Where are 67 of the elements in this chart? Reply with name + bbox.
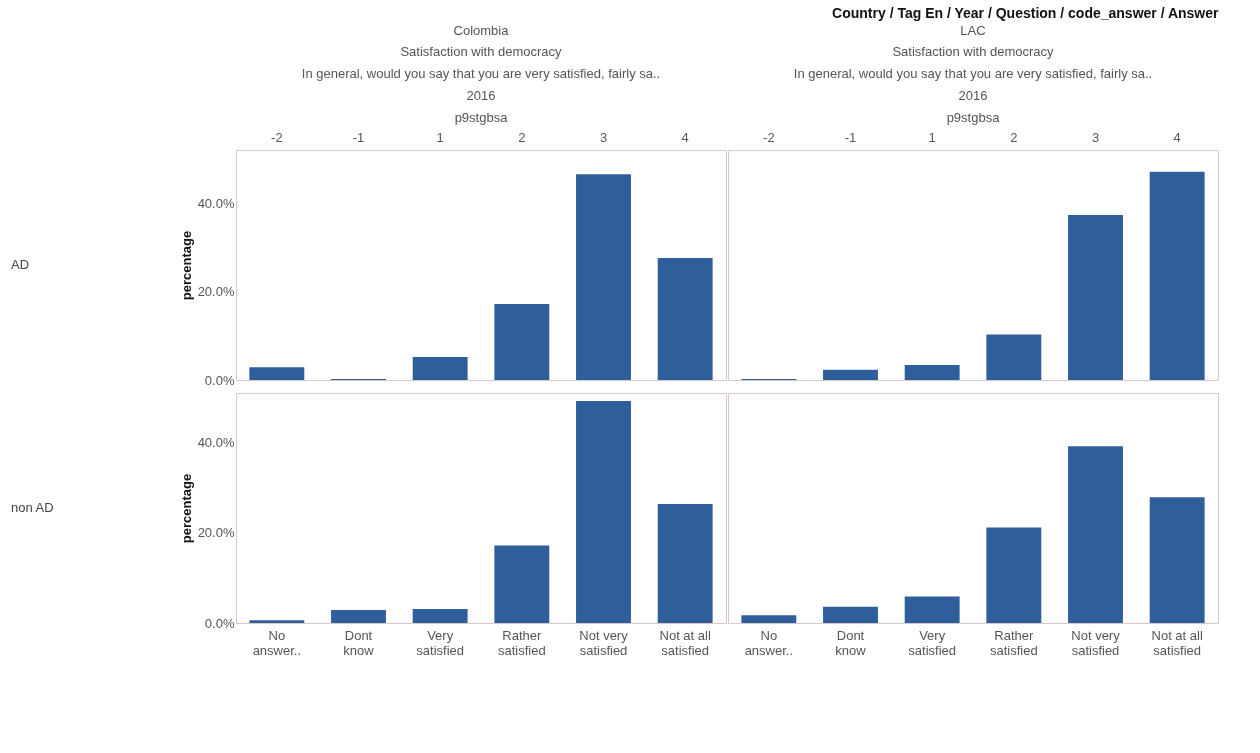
x-tick-label: -2 — [271, 129, 283, 145]
y-tick-label: 0.0% — [204, 372, 235, 388]
x-tick-label: Very satisfied — [908, 627, 957, 658]
y-tick-label: 40.0% — [197, 435, 235, 451]
x-tick-label: 2 — [1010, 129, 1018, 145]
bar — [576, 401, 631, 623]
x-tick-label: 4 — [681, 129, 689, 145]
y-tick-label: 40.0% — [197, 195, 235, 211]
x-tick-label: No answer.. — [252, 627, 302, 658]
x-tick-label: 3 — [1091, 129, 1100, 145]
x-tick-label: -2 — [763, 129, 775, 145]
y-axis-title: percentage — [178, 473, 194, 544]
x-tick-label: 2 — [518, 129, 526, 145]
text: non AD — [11, 500, 54, 515]
bar — [494, 303, 550, 380]
bar — [986, 527, 1042, 623]
x-tick-label: Rather satisfied — [497, 627, 546, 658]
bar — [331, 609, 386, 623]
x-tick-label: 4 — [1173, 129, 1181, 145]
text: p9stgbsa — [946, 110, 1001, 125]
text: 2016 — [466, 88, 496, 103]
text: In general, would you say that you are very satisfied, fairly sa.. — [301, 66, 661, 81]
y-tick-label: 0.0% — [204, 615, 235, 631]
x-tick-label: Rather satisfied — [989, 627, 1038, 658]
x-tick-label: 1 — [436, 129, 444, 145]
x-tick-label: Very satisfied — [416, 627, 465, 658]
text: Country / Tag En / Year / Question / code_answer / Answer — [832, 4, 1220, 21]
bar — [412, 357, 468, 380]
chart-title: LAC — [960, 23, 986, 38]
y-axis-title: percentage — [178, 230, 194, 301]
bar — [823, 606, 878, 623]
bar — [823, 369, 878, 380]
x-tick-label: 3 — [599, 129, 608, 145]
bar — [249, 367, 305, 380]
text: Satisfaction with democracy — [400, 44, 563, 59]
text: In general, would you say that you are very satisfied, fairly sa.. — [793, 66, 1153, 81]
bar — [1149, 171, 1205, 380]
bar — [986, 334, 1042, 380]
bar — [741, 615, 797, 623]
text: Satisfaction with democracy — [892, 44, 1055, 59]
bar — [904, 596, 960, 623]
bar — [494, 545, 550, 623]
bar — [657, 503, 713, 623]
x-tick-label: -1 — [352, 129, 365, 145]
x-tick-label: Not very satisfied — [1071, 627, 1121, 658]
bar — [904, 364, 960, 380]
x-tick-label: Dont know — [343, 627, 375, 658]
bar — [1068, 446, 1123, 623]
bar — [576, 174, 631, 380]
text: AD — [11, 257, 30, 272]
x-tick-label: Not very satisfied — [579, 627, 629, 658]
x-tick-label: Dont know — [835, 627, 867, 658]
y-tick-label: 20.0% — [197, 284, 235, 300]
bar — [1068, 215, 1123, 380]
x-tick-label: No answer.. — [744, 627, 794, 658]
bar — [249, 620, 305, 623]
text: 2016 — [958, 88, 988, 103]
bar — [1149, 497, 1205, 623]
x-tick-label: -1 — [844, 129, 857, 145]
bar — [657, 257, 713, 380]
x-tick-label: 1 — [928, 129, 936, 145]
bar — [412, 609, 468, 623]
text: p9stgbsa — [454, 110, 509, 125]
chart-title: Colombia — [453, 23, 510, 38]
x-tick-label: Not at all satisfied — [659, 627, 711, 658]
y-tick-label: 20.0% — [197, 525, 235, 541]
x-tick-label: Not at all satisfied — [1151, 627, 1203, 658]
